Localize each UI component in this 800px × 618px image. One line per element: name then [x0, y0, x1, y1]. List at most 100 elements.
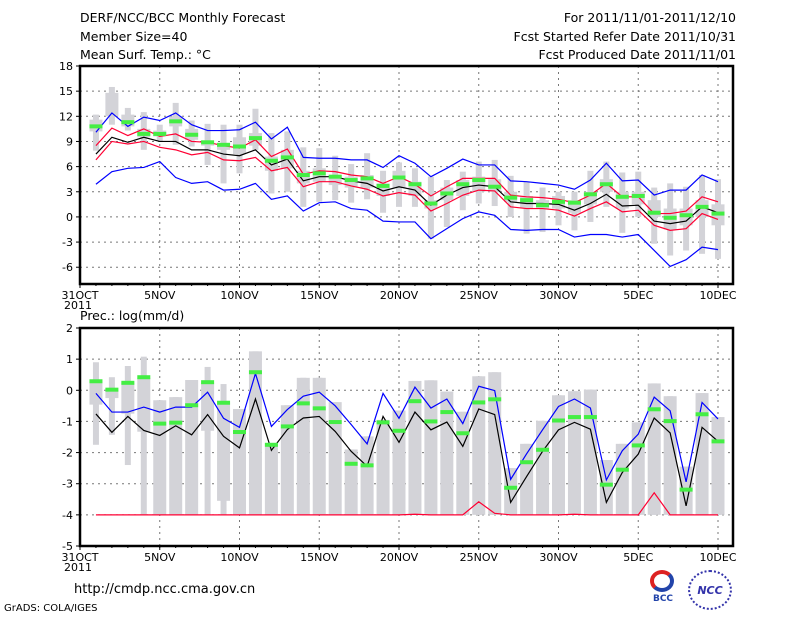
range-whisker	[204, 366, 211, 515]
y-tick-label: 2	[66, 322, 73, 335]
x-tick-label: 31OCT	[61, 289, 98, 302]
x-tick-label: 30NOV	[539, 289, 578, 302]
obs-marker	[105, 387, 119, 392]
obs-marker	[233, 430, 246, 435]
quartile-box	[296, 377, 310, 515]
lower-spread-line	[95, 140, 719, 231]
x-tick-label: 20NOV	[380, 551, 419, 564]
y-tick-label: 6	[66, 161, 73, 174]
ncc-logo-text: NCC	[697, 583, 723, 597]
quartile-box	[344, 176, 358, 188]
quartile-box	[217, 143, 231, 150]
x-tick-label: 25NOV	[460, 551, 499, 564]
quartile-box	[280, 405, 294, 515]
y-tick-label: -3	[62, 236, 73, 249]
x-tick-label: 31OCT	[61, 551, 98, 564]
obs-marker	[169, 119, 183, 124]
quartile-box	[105, 92, 119, 117]
obs-marker	[360, 463, 374, 468]
source-url[interactable]: http://cmdp.ncc.cma.gov.cn	[74, 582, 256, 597]
obs-marker	[392, 175, 406, 180]
obs-marker	[488, 397, 502, 402]
x-tick-label: 30NOV	[539, 551, 578, 564]
quartile-box	[472, 376, 486, 515]
obs-marker	[552, 199, 565, 204]
y-tick-label: -6	[62, 261, 73, 274]
obs-marker	[376, 183, 390, 188]
quartile-box	[201, 382, 215, 431]
obs-marker	[567, 415, 581, 420]
obs-marker	[280, 155, 294, 160]
y-tick-label: 18	[59, 60, 73, 73]
max-line	[95, 112, 719, 196]
y-tick-label: 15	[59, 85, 73, 98]
obs-marker	[615, 467, 629, 472]
obs-marker	[631, 193, 645, 198]
obs-marker	[185, 132, 199, 137]
quartile-box	[105, 390, 119, 399]
obs-marker	[137, 131, 151, 136]
obs-marker	[248, 136, 262, 141]
quartile-box	[376, 419, 390, 515]
quartile-box	[185, 380, 199, 515]
obs-marker	[121, 380, 135, 385]
obs-marker	[264, 158, 278, 163]
x-tick-label: 20NOV	[380, 289, 419, 302]
quartile-box	[217, 402, 231, 501]
quartile-box	[567, 391, 581, 515]
range-whisker	[539, 187, 546, 233]
obs-marker	[201, 380, 215, 385]
obs-marker	[472, 178, 486, 183]
quartile-box	[631, 422, 645, 515]
obs-marker	[392, 428, 406, 433]
obs-marker	[233, 144, 246, 149]
range-whisker	[140, 356, 147, 515]
obs-marker	[488, 184, 502, 189]
y-tick-label: 1	[66, 353, 73, 366]
plot-frame	[78, 326, 735, 548]
obs-marker	[440, 191, 454, 196]
ensemble-mean-line	[95, 397, 719, 506]
quartile-box	[711, 417, 725, 515]
quartile-box	[233, 408, 246, 515]
quartile-box	[695, 393, 709, 515]
quartile-box	[264, 443, 278, 515]
figure-title: DERF/NCC/BCC Monthly Forecast	[80, 10, 286, 25]
quartile-box	[328, 402, 342, 515]
y-tick-label: -5	[62, 540, 73, 553]
obs-marker	[185, 403, 199, 408]
ensemble-mean-line	[95, 136, 719, 225]
x-tick-year: 2011	[64, 561, 92, 574]
obs-marker	[583, 192, 597, 197]
obs-marker	[456, 431, 470, 436]
x-tick-label: 10DEC	[699, 289, 736, 302]
quartile-box	[312, 377, 326, 515]
x-tick-label: 10NOV	[220, 551, 259, 564]
y-tick-label: -3	[62, 478, 73, 491]
obs-marker	[408, 399, 422, 404]
obs-marker	[583, 415, 597, 420]
quartile-box	[121, 382, 135, 414]
obs-marker	[663, 215, 677, 220]
range-whisker	[124, 365, 131, 466]
quartile-box	[536, 420, 550, 515]
obs-marker	[552, 418, 565, 423]
range-whisker	[108, 377, 115, 435]
plot-frame	[78, 64, 735, 286]
obs-marker	[424, 201, 438, 206]
obs-marker	[89, 379, 103, 384]
obs-marker	[615, 194, 629, 199]
obs-marker	[456, 182, 470, 187]
quartile-box	[137, 377, 151, 432]
obs-marker	[217, 400, 231, 405]
quartile-box	[456, 411, 470, 515]
x-tick-label: 5NOV	[144, 289, 176, 302]
quartile-box	[631, 191, 645, 205]
y-tick-label: -4	[62, 509, 73, 522]
range-whisker	[92, 114, 99, 151]
obs-marker	[248, 370, 262, 375]
quartile-box	[248, 351, 262, 515]
quartile-box	[520, 195, 534, 209]
obs-marker	[376, 420, 390, 425]
